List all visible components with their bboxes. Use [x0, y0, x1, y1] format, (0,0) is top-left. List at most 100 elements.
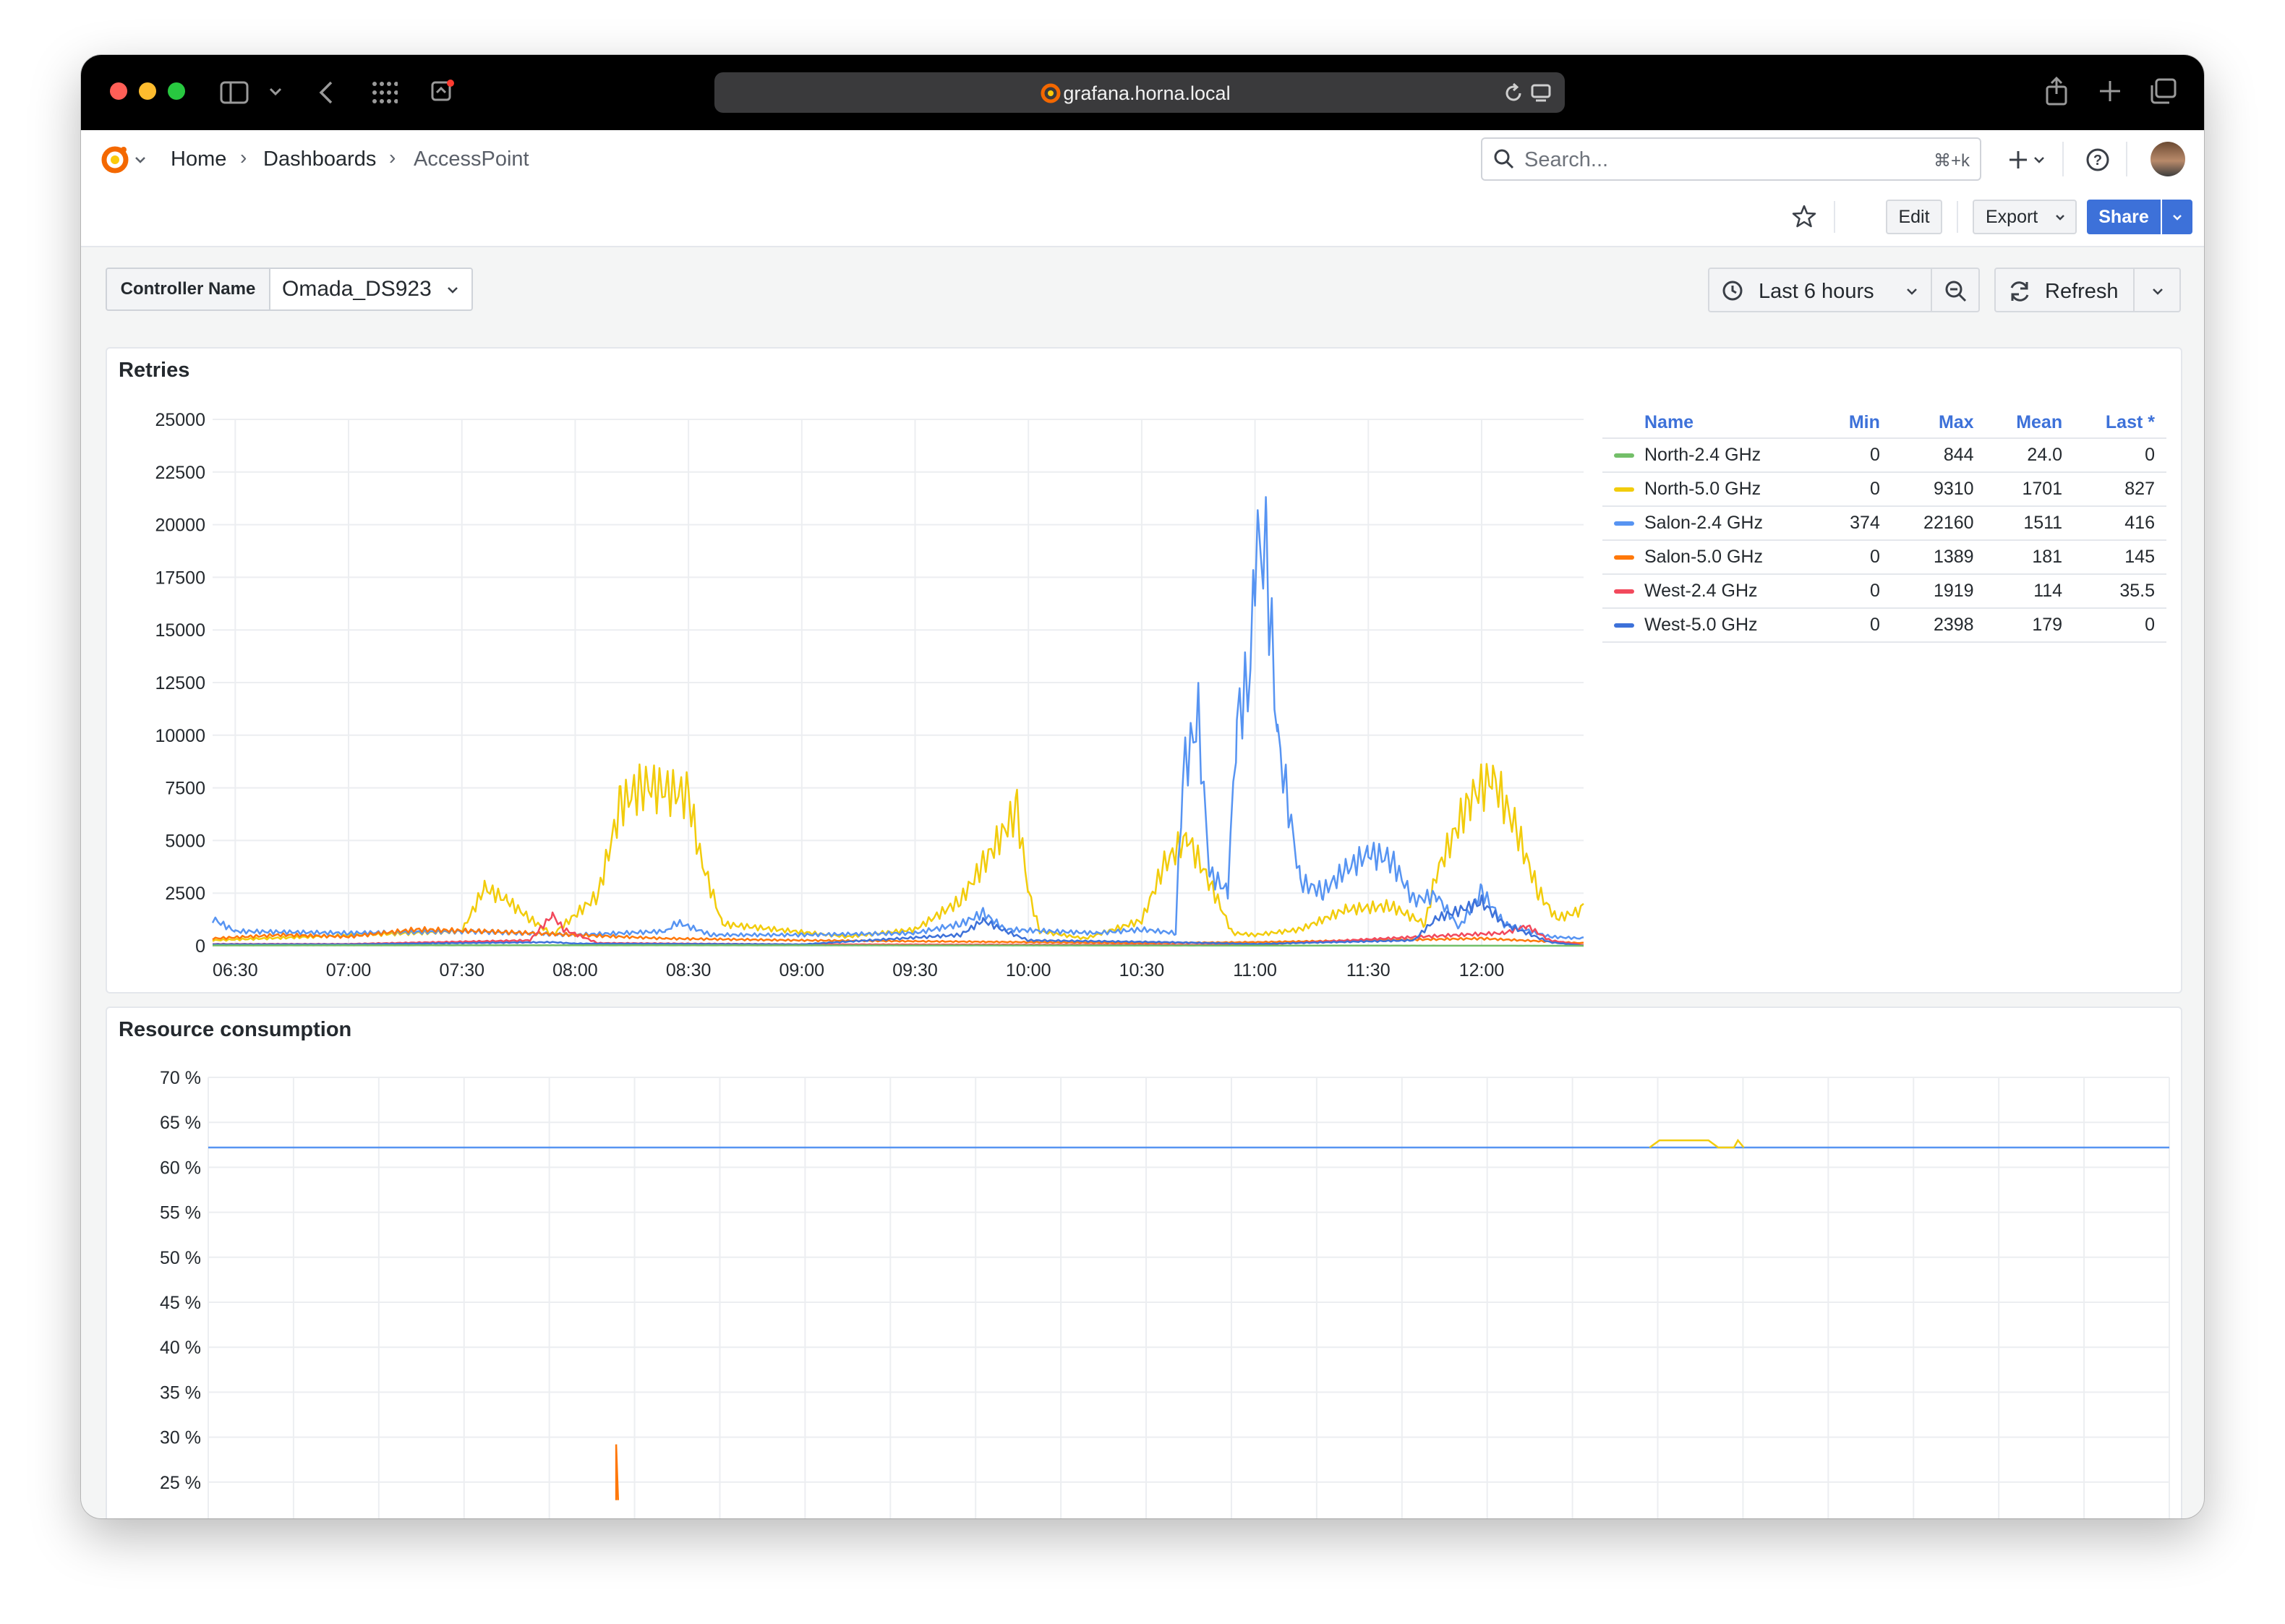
- legend-row[interactable]: North-5.0 GHz 0 9310 1701 827: [1602, 472, 2166, 507]
- zoom-out-button[interactable]: [1931, 268, 1980, 312]
- browser-titlebar: grafana.horna.local: [81, 55, 2204, 130]
- search-input[interactable]: [1523, 146, 1916, 174]
- retries-panel: Retries 0 2500 5000 7500 10000 12500 15000 1750…: [106, 347, 2182, 993]
- legend-series-label: Salon-5.0 GHz: [1644, 547, 1763, 567]
- series-line-salon-2-4-ghz: [211, 496, 1584, 941]
- divider: [2062, 142, 2064, 176]
- chevron-down-icon: [2173, 215, 2182, 221]
- export-button[interactable]: Export: [1973, 200, 2077, 234]
- grafana-logo-icon[interactable]: [98, 143, 132, 176]
- controller-name-select[interactable]: Omada_DS923: [269, 268, 473, 311]
- refresh-button[interactable]: Refresh: [1994, 268, 2135, 312]
- close-window-button[interactable]: [110, 82, 127, 100]
- sidebar-icon[interactable]: [220, 81, 249, 104]
- y-tick-label: 30 %: [160, 1428, 201, 1448]
- x-tick-label: 08:30: [666, 960, 712, 980]
- share-icon[interactable]: [2045, 77, 2068, 106]
- breadcrumb-home[interactable]: Home: [171, 148, 227, 171]
- resource-consumption-panel: Resource consumption 70 % 65 % 60 % 55 % 50 …: [106, 1007, 2182, 1518]
- zoom-out-icon: [1945, 281, 1967, 302]
- legend-row[interactable]: West-5.0 GHz 0 2398 179 0: [1602, 608, 2166, 643]
- panel-title: Retries: [119, 359, 190, 382]
- legend-row[interactable]: Salon-2.4 GHz 374 22160 1511 416: [1602, 506, 2166, 541]
- legend-row[interactable]: North-2.4 GHz 0 844 24.0 0: [1602, 438, 2166, 473]
- star-icon[interactable]: [1792, 204, 1816, 228]
- divider: [1834, 201, 1835, 233]
- chevron-down-icon[interactable]: [2033, 156, 2045, 165]
- chevron-down-icon[interactable]: [269, 87, 282, 97]
- x-tick-label: 09:00: [780, 960, 825, 980]
- chevron-down-icon: [2153, 289, 2163, 295]
- legend-series-name[interactable]: West-2.4 GHz: [1602, 574, 1822, 609]
- legend-swatch: [1614, 589, 1634, 594]
- legend-mean: 114: [1985, 574, 2075, 609]
- share-menu-button[interactable]: [2162, 200, 2192, 234]
- search-box[interactable]: ⌘+k: [1481, 137, 1981, 181]
- y-tick-label: 70 %: [160, 1068, 201, 1088]
- y-tick-label: 12500: [155, 673, 205, 693]
- legend-mean: 181: [1985, 540, 2075, 575]
- y-tick-label: 20000: [155, 516, 205, 536]
- avatar[interactable]: [2151, 142, 2185, 176]
- x-tick-label: 08:00: [552, 960, 598, 980]
- resource-chart[interactable]: 70 % 65 % 60 % 55 % 50 % 45 % 40 % 35 % 30 % 25 %: [107, 1008, 2182, 1518]
- share-button[interactable]: Share: [2087, 200, 2161, 234]
- plus-icon[interactable]: [2007, 149, 2029, 171]
- legend-col-name[interactable]: Name: [1602, 408, 1822, 439]
- legend-series-name[interactable]: Salon-5.0 GHz: [1602, 540, 1822, 575]
- legend-row[interactable]: West-2.4 GHz 0 1919 114 35.5: [1602, 574, 2166, 609]
- legend-max: 1919: [1891, 574, 1986, 609]
- legend-series-name[interactable]: North-5.0 GHz: [1602, 472, 1822, 507]
- legend-header-row: Name Min Max Mean Last *: [1602, 408, 2166, 439]
- refresh-interval-button[interactable]: [2133, 268, 2181, 312]
- edit-button[interactable]: Edit: [1886, 200, 1942, 234]
- breadcrumb-current: AccessPoint: [414, 148, 529, 171]
- retries-chart[interactable]: 0 2500 5000 7500 10000 12500 15000 17500 20000 22…: [107, 349, 1597, 993]
- breadcrumb-dashboards[interactable]: Dashboards: [263, 148, 377, 171]
- back-icon[interactable]: [318, 80, 334, 106]
- legend-last: 416: [2074, 506, 2166, 541]
- legend-series-name[interactable]: Salon-2.4 GHz: [1602, 506, 1822, 541]
- extension-icon[interactable]: [430, 78, 456, 104]
- chevron-down-icon[interactable]: [134, 156, 146, 165]
- y-tick-label: 2500: [165, 884, 205, 904]
- help-icon[interactable]: ?: [2085, 148, 2110, 172]
- legend-col-max[interactable]: Max: [1891, 408, 1986, 439]
- clock-icon: [1722, 281, 1743, 301]
- series-line-west-5-0-ghz: [213, 894, 1584, 947]
- y-tick-label: 25 %: [160, 1473, 201, 1493]
- svg-text:?: ?: [2093, 153, 2102, 168]
- legend-max: 2398: [1891, 608, 1986, 643]
- maximize-window-button[interactable]: [168, 82, 185, 100]
- reload-icon[interactable]: [1503, 82, 1524, 104]
- legend-swatch: [1614, 623, 1634, 628]
- series-line-1: [1649, 1138, 1745, 1149]
- breadcrumb-separator: ›: [389, 146, 396, 168]
- y-tick-label: 35 %: [160, 1382, 201, 1403]
- legend-row[interactable]: Salon-5.0 GHz 0 1389 181 145: [1602, 540, 2166, 575]
- legend-col-min[interactable]: Min: [1822, 408, 1892, 439]
- y-tick-label: 15000: [155, 620, 205, 641]
- legend-col-mean[interactable]: Mean: [1985, 408, 2075, 439]
- legend-last: 0: [2074, 608, 2166, 643]
- legend-max: 844: [1891, 438, 1986, 473]
- y-tick-label: 22500: [155, 463, 205, 483]
- legend-series-name[interactable]: North-2.4 GHz: [1602, 438, 1822, 473]
- legend-min: 0: [1822, 574, 1892, 609]
- address-bar[interactable]: grafana.horna.local: [714, 72, 1565, 113]
- y-tick-label: 25000: [155, 410, 205, 430]
- grid-icon[interactable]: [372, 81, 398, 104]
- search-icon: [1494, 149, 1514, 169]
- y-tick-label: 17500: [155, 568, 205, 588]
- time-range-picker[interactable]: Last 6 hours: [1708, 268, 1932, 312]
- legend-last: 827: [2074, 472, 2166, 507]
- legend-swatch: [1614, 521, 1634, 526]
- reader-icon[interactable]: [1530, 82, 1552, 104]
- legend-series-name[interactable]: West-5.0 GHz: [1602, 608, 1822, 643]
- legend-col-last[interactable]: Last *: [2074, 408, 2166, 439]
- new-tab-icon[interactable]: [2098, 80, 2122, 103]
- tabs-icon[interactable]: [2149, 78, 2177, 104]
- legend-last: 145: [2074, 540, 2166, 575]
- minimize-window-button[interactable]: [139, 82, 156, 100]
- x-tick-label: 09:30: [892, 960, 938, 980]
